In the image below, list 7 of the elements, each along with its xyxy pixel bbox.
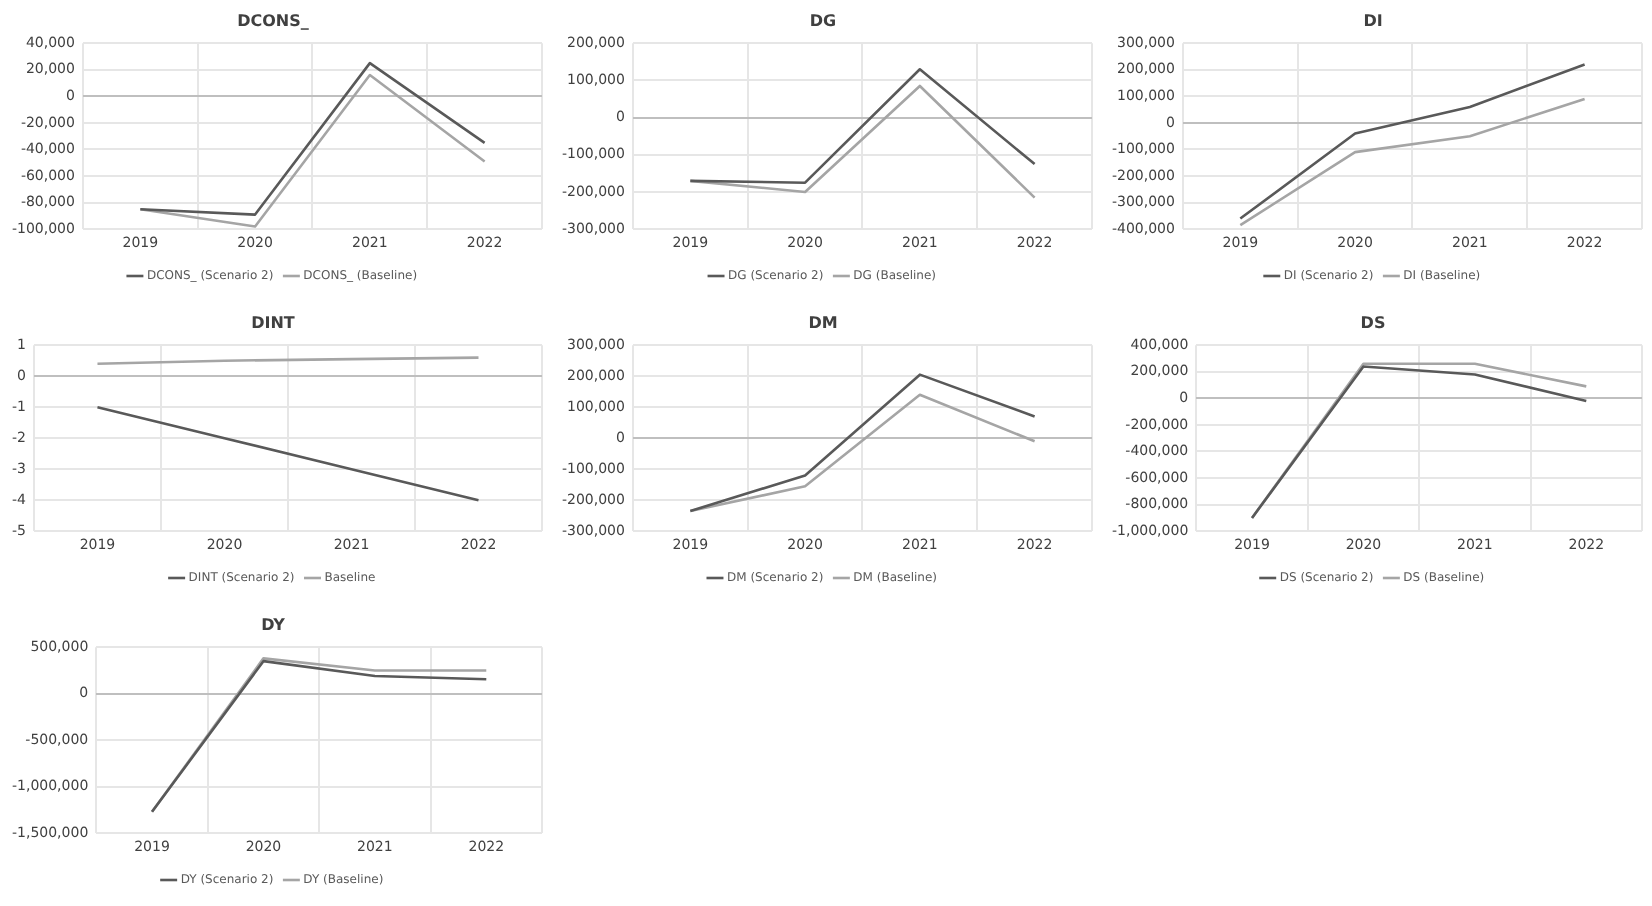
chart-title: DM: [808, 313, 838, 332]
chart-title: DG: [809, 11, 837, 30]
chart-title: DINT: [251, 313, 296, 332]
chart-title: DI: [1363, 11, 1383, 30]
chart-title: DS: [1360, 313, 1386, 332]
chart-title: DCONS_: [237, 11, 309, 30]
chart-title: DY: [261, 615, 286, 634]
